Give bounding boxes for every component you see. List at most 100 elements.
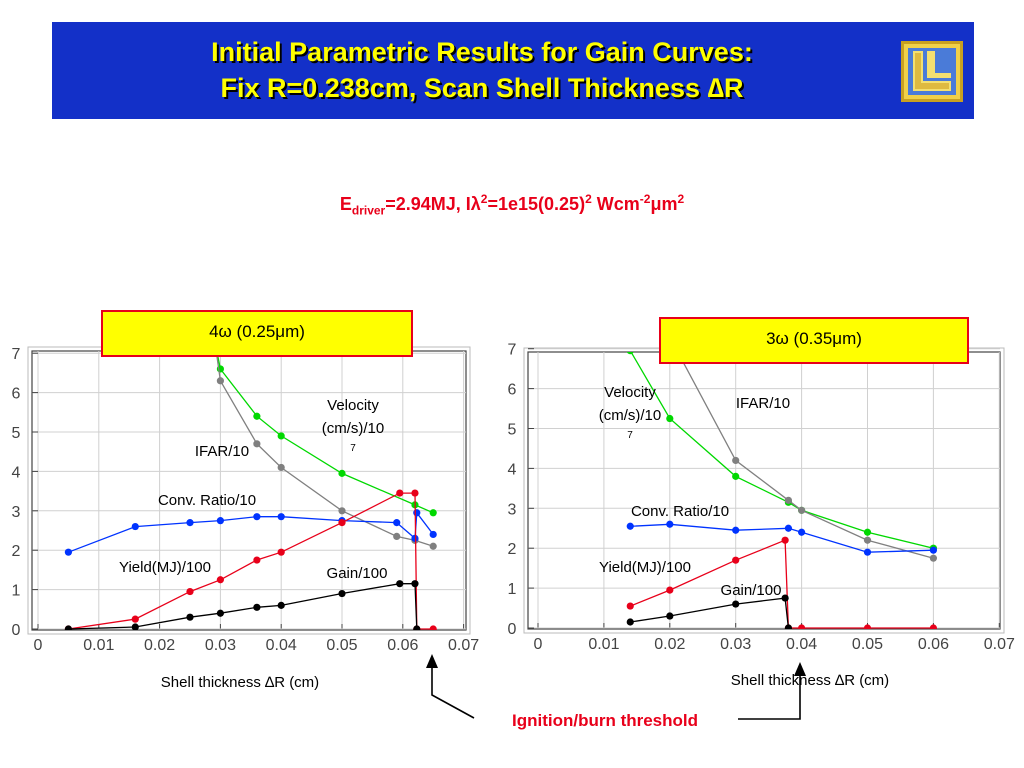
y-tick-label: 5 [508, 422, 517, 439]
data-point-gain-100 [732, 600, 740, 608]
threshold-arrowhead-right [794, 662, 806, 676]
chart-3omega: 0 0.01 0.02 0.03 0.04 0.05 0.06 0.07 0 1 2 3 4 5 6 7 Vel… [508, 317, 1015, 689]
y-tick-label: 3 [12, 504, 21, 521]
y-tick-label: 7 [12, 346, 21, 363]
data-point-yield-mj-100 [929, 624, 937, 629]
data-point-conv-ratio-10 [626, 522, 634, 530]
data-point-gain-100 [626, 618, 634, 626]
data-point-yield-mj-100 [429, 625, 437, 630]
data-point-velocity-cm-s-10 [666, 414, 674, 423]
data-point-gain-100 [413, 625, 421, 630]
data-point-conv-ratio-10 [413, 509, 421, 517]
data-point-conv-ratio-10 [393, 519, 401, 527]
x-tick-label: 0.02 [144, 637, 175, 654]
panel-label-box [101, 310, 413, 357]
data-point-ifar-10 [253, 440, 261, 448]
data-point-yield-mj-100 [626, 602, 634, 610]
data-point-gain-100 [64, 625, 72, 630]
threshold-annotation: Ignition/burn threshold [426, 654, 806, 730]
y-tick-label: 0 [12, 622, 21, 639]
threshold-arrowhead-left [426, 654, 438, 668]
series-line-ifar-10 [677, 352, 934, 559]
x-tick-label: 0.06 [918, 636, 949, 653]
series-label-velocity-cm-s-10: Velocity [604, 384, 656, 401]
y-tick-label: 1 [12, 583, 21, 600]
y-tick-label: 2 [12, 543, 21, 560]
data-point-ifar-10 [784, 496, 793, 504]
data-point-velocity-cm-s-10 [626, 352, 634, 355]
slide-title-line-2: Fix R=0.238cm, Scan Shell Thickness ∆R [220, 73, 744, 103]
subtitle-sup-1: 2 [480, 192, 488, 206]
data-point-gain-100 [186, 613, 194, 621]
series-line-gain-100 [68, 583, 418, 630]
series-label-ifar-10: IFAR/10 [736, 395, 790, 412]
series-label-conv-ratio-10: Conv. Ratio/10 [631, 503, 729, 520]
series-ifar-10 [677, 352, 938, 562]
data-point-yield-mj-100 [277, 548, 285, 556]
data-point-ifar-10 [798, 506, 806, 514]
data-point-ifar-10 [338, 507, 346, 515]
x-axis-label: Shell thickness ∆R (cm) [161, 674, 319, 691]
y-tick-label: 3 [508, 501, 517, 518]
data-point-ifar-10 [277, 463, 285, 472]
threshold-arrow-right [738, 672, 801, 720]
data-point-conv-ratio-10 [64, 548, 72, 556]
data-point-yield-mj-100 [216, 576, 224, 584]
data-point-conv-ratio-10 [784, 524, 793, 532]
y-tick-label: 7 [508, 342, 517, 359]
series-conv-ratio-10 [626, 520, 938, 556]
data-point-yield-mj-100 [186, 587, 194, 596]
x-tick-label: 0 [534, 636, 543, 653]
data-point-yield-mj-100 [131, 615, 139, 623]
x-tick-label: 0.03 [720, 636, 751, 653]
data-point-yield-mj-100 [666, 586, 674, 594]
data-point-conv-ratio-10 [277, 513, 285, 521]
plot-area [626, 352, 938, 629]
series-label-velocity-cm-s-10: Velocity [327, 397, 379, 414]
chart-4omega: 0 0.01 0.02 0.03 0.04 0.05 0.06 0.07 0 1 2 3 4 5 6 7 Vel… [12, 310, 479, 691]
data-point-yield-mj-100 [798, 624, 806, 629]
data-point-ifar-10 [429, 542, 437, 550]
series-label-superscript: 7 [627, 430, 633, 441]
subtitle-part-b: =1e15(0.25) [487, 194, 586, 214]
slide-title-line-1: Initial Parametric Results for Gain Curv… [211, 37, 753, 67]
series-label-gain-100: Gain/100 [721, 582, 782, 599]
y-tick-label: 6 [508, 382, 517, 399]
x-tick-label: 0.02 [654, 636, 685, 653]
data-point-conv-ratio-10 [131, 522, 139, 531]
data-point-yield-mj-100 [781, 536, 789, 544]
data-point-ifar-10 [732, 456, 740, 465]
data-point-ifar-10 [929, 554, 938, 562]
series-label-superscript: 7 [350, 443, 356, 454]
data-point-yield-mj-100 [863, 624, 872, 629]
data-point-yield-mj-100 [396, 489, 404, 497]
x-tick-label: 0.05 [326, 637, 357, 654]
y-tick-label: 6 [12, 386, 21, 403]
y-tick-label: 4 [508, 461, 517, 478]
series-label-velocity-cm-s-10: (cm/s)/10 [599, 407, 662, 424]
subtitle-part-d: μm [650, 194, 678, 214]
x-tick-label: 0.06 [387, 637, 418, 654]
data-point-gain-100 [131, 623, 139, 630]
data-point-gain-100 [781, 594, 789, 602]
data-point-yield-mj-100 [338, 519, 346, 527]
x-tick-label: 0.01 [83, 637, 114, 654]
data-point-gain-100 [253, 603, 261, 611]
data-point-velocity-cm-s-10 [429, 509, 437, 517]
y-tick-label: 0 [508, 621, 517, 638]
x-tick-label: 0.04 [786, 636, 817, 653]
data-point-conv-ratio-10 [863, 548, 872, 556]
series-label-yield-mj-100: Yield(MJ)/100 [119, 559, 211, 576]
subtitle-part-c: Wcm [591, 194, 640, 214]
ignition-threshold-label: Ignition/burn threshold [512, 711, 698, 730]
data-point-ifar-10 [216, 377, 224, 385]
plot-area [64, 351, 437, 630]
data-point-gain-100 [277, 601, 285, 609]
data-point-conv-ratio-10 [798, 528, 806, 536]
data-point-velocity-cm-s-10 [277, 432, 285, 440]
x-tick-label: 0.03 [205, 637, 236, 654]
data-point-conv-ratio-10 [253, 513, 261, 521]
series-gain-100 [626, 594, 793, 629]
x-tick-label: 0.07 [984, 636, 1015, 653]
